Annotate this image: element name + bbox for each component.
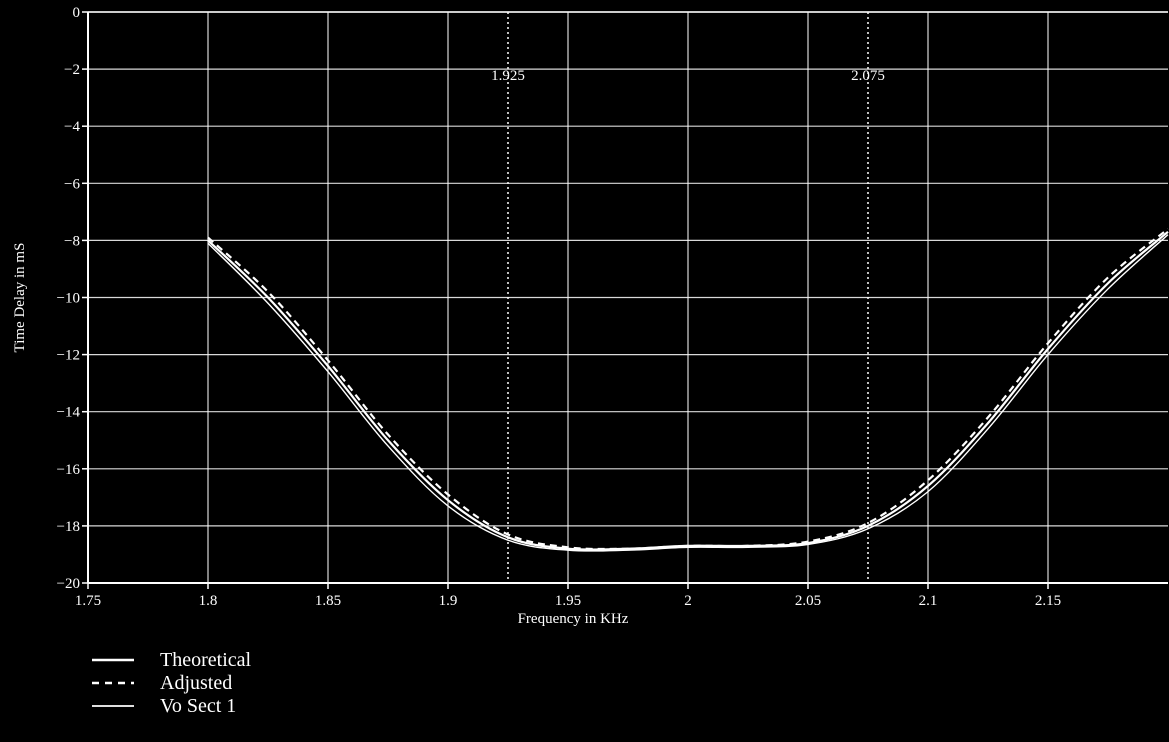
y-tick-label: −12: [57, 348, 80, 364]
y-tick-label: −10: [57, 291, 80, 307]
legend-label: Theoretical: [160, 649, 251, 671]
x-tick-label: 1.95: [555, 593, 581, 609]
vertical-marker-label: 2.075: [851, 68, 885, 84]
y-tick-label: −8: [64, 233, 80, 249]
series-line-3: [207, 234, 1169, 552]
y-tick-label: −6: [64, 176, 80, 192]
legend-label: Vo Sect 1: [160, 695, 236, 717]
y-tick-label: −2: [64, 62, 80, 78]
legend-label: Adjusted: [160, 672, 232, 694]
x-tick-label: 1.85: [315, 593, 341, 609]
x-tick-label: 1.75: [75, 593, 101, 609]
series-line-2: [207, 228, 1169, 551]
y-axis-label: Time Delay in mS: [12, 243, 28, 353]
axes: [82, 11, 1168, 589]
y-tick-label: 0: [73, 5, 81, 21]
x-axis-label: Frequency in KHz: [518, 611, 629, 627]
grid: [87, 11, 1168, 584]
x-tick-label: 2.1: [919, 593, 938, 609]
y-tick-label: −14: [57, 405, 81, 421]
y-tick-label: −4: [64, 119, 80, 135]
vertical-marker-label: 1.925: [491, 68, 525, 84]
x-tick-label: 1.9: [439, 593, 458, 609]
series-lines: [207, 228, 1169, 552]
x-tick-label: 2.05: [795, 593, 821, 609]
tick-labels: 1.75 1.8 1.85 1.9 1.95 2 2.05 2.1 2.15 0 −2 −4 −6 −8 −…: [57, 5, 1062, 609]
x-tick-label: 2: [684, 593, 692, 609]
vertical-markers: 1.925 2.075: [491, 12, 885, 583]
x-tick-label: 1.8: [199, 593, 218, 609]
y-tick-label: −18: [57, 519, 80, 535]
y-tick-label: −16: [57, 462, 81, 478]
x-tick-label: 2.15: [1035, 593, 1061, 609]
y-tick-label: −20: [57, 576, 80, 592]
